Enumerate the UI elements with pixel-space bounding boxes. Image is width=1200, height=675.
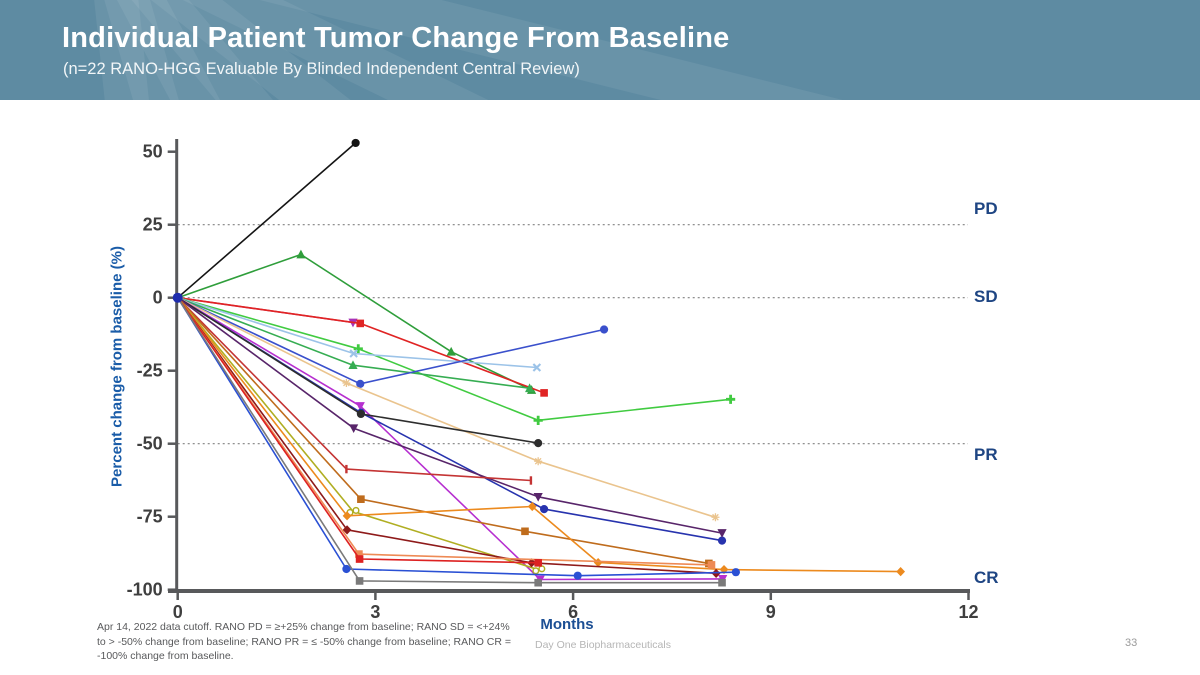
y-tick-label: -50	[137, 434, 163, 454]
series-marker-patient-07	[348, 360, 358, 370]
series-marker-patient-22	[718, 578, 726, 587]
threshold-label-sd: SD	[974, 287, 998, 306]
series-line-patient-11	[177, 297, 723, 542]
series-marker-patient-17	[342, 511, 352, 521]
series-line-patient-21	[177, 297, 736, 577]
series-marker-patient-11	[717, 536, 727, 545]
series-line-patient-22	[177, 297, 722, 584]
series-marker-patient-17	[593, 557, 603, 568]
x-tick-label: 12	[958, 602, 978, 622]
series-marker-patient-13	[717, 529, 727, 538]
slide-subtitle: (n=22 RANO-HGG Evaluable By Blinded Inde…	[63, 60, 580, 78]
series-marker-patient-21	[573, 571, 582, 580]
series-marker-patient-15	[357, 495, 365, 503]
series-line-patient-13	[177, 297, 723, 534]
series-line-patient-01	[177, 142, 357, 299]
x-tick-label: 0	[173, 602, 183, 622]
baseline-origin-marker	[172, 292, 183, 303]
footnote: Apr 14, 2022 data cutoff. RANO PD = ≥+25…	[97, 621, 511, 663]
series-line-patient-09	[177, 296, 716, 519]
series-marker-patient-21	[731, 568, 740, 577]
slide-title: Individual Patient Tumor Change From Bas…	[62, 22, 730, 54]
series-marker-patient-05	[533, 415, 543, 425]
page-number: 33	[1125, 637, 1138, 649]
x-tick-label: 6	[568, 602, 578, 622]
series-marker-patient-11	[540, 505, 549, 514]
company-credit: Day One Biopharmaceuticals	[535, 639, 671, 651]
series-line-patient-17	[177, 297, 901, 573]
series-marker-patient-06	[349, 349, 358, 358]
series-line-patient-02	[177, 253, 532, 391]
threshold-label-cr: CR	[974, 568, 999, 587]
series-marker-patient-16	[538, 565, 546, 573]
series-marker-patient-12	[356, 409, 366, 419]
series-marker-patient-20	[534, 559, 542, 567]
y-axis-title: Percent change from baseline (%)	[108, 246, 126, 487]
series-line-patient-04	[177, 296, 545, 394]
series-marker-patient-08	[356, 379, 365, 388]
threshold-label-pd: PD	[974, 199, 998, 218]
series-marker-patient-22	[534, 578, 542, 587]
series-marker-patient-22	[355, 577, 364, 585]
y-tick-label: -75	[137, 507, 163, 527]
series-line-patient-10	[177, 297, 723, 581]
series-marker-patient-18	[342, 525, 352, 535]
series-marker-patient-10	[355, 402, 365, 411]
y-tick-label: 50	[143, 142, 163, 162]
series-line-patient-18	[177, 297, 717, 575]
series-marker-patient-09	[342, 378, 351, 387]
series-marker-patient-19	[355, 550, 363, 558]
series-marker-patient-05	[353, 344, 363, 354]
header-banner: Individual Patient Tumor Change From Bas…	[0, 0, 1200, 100]
series-marker-patient-13	[533, 492, 543, 502]
series-marker-patient-01	[351, 138, 360, 148]
series-marker-patient-08	[599, 325, 609, 334]
series-marker-patient-09	[711, 513, 720, 522]
series-line-patient-05	[177, 296, 731, 422]
x-axis-title: Months	[540, 616, 594, 633]
series-marker-patient-16	[532, 567, 540, 575]
series-marker-patient-02	[446, 346, 456, 356]
series-marker-patient-12	[534, 439, 543, 448]
series-marker-patient-13	[349, 424, 359, 434]
y-tick-label: -100	[127, 580, 163, 600]
series-marker-patient-19	[707, 561, 716, 569]
series-marker-patient-04	[356, 319, 365, 328]
x-tick-label: 9	[766, 602, 776, 622]
series-marker-patient-15	[521, 527, 529, 536]
series-marker-patient-06	[532, 363, 542, 372]
x-tick-label: 3	[370, 602, 380, 622]
series-marker-patient-07	[525, 383, 535, 393]
series-marker-patient-20	[355, 555, 364, 563]
series-line-patient-15	[177, 297, 710, 565]
series-marker-patient-02	[296, 249, 306, 259]
series-marker-patient-21	[342, 564, 351, 574]
series-marker-patient-16	[352, 506, 360, 514]
series-marker-patient-05	[726, 394, 736, 404]
series-marker-patient-09	[534, 457, 543, 466]
y-tick-label: 25	[143, 215, 163, 235]
series-marker-patient-17	[527, 501, 537, 512]
y-tick-label: -25	[137, 361, 163, 381]
threshold-label-pr: PR	[974, 445, 998, 464]
series-marker-patient-17	[896, 566, 906, 577]
y-tick-label: 0	[153, 288, 163, 308]
series-marker-patient-04	[540, 389, 548, 397]
